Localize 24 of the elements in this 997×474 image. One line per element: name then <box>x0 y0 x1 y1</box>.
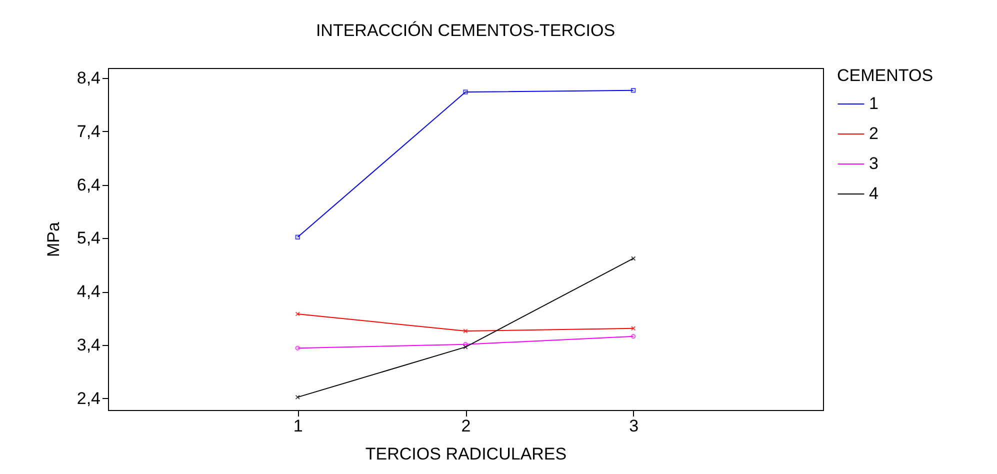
point <box>463 328 468 334</box>
x-tick-label: 2 <box>461 416 471 436</box>
point <box>463 342 468 347</box>
legend-title: CEMENTOS <box>837 66 934 85</box>
legend-label: 3 <box>869 154 878 173</box>
point <box>463 344 468 350</box>
point <box>463 90 468 94</box>
y-tick-label: 7,4 <box>76 122 100 141</box>
y-tick-label: 3,4 <box>76 335 100 354</box>
y-tick-label: 6,4 <box>76 175 100 194</box>
y-tick-label: 8,4 <box>76 68 100 88</box>
x-tick-label: 1 <box>293 416 303 436</box>
x-tick-label: 3 <box>629 416 639 436</box>
y-axis-title: MPa <box>44 221 63 257</box>
chart-title: INTERACCIÓN CEMENTOS-TERCIOS <box>316 21 616 40</box>
point <box>295 234 300 240</box>
legend-label: 1 <box>869 94 878 113</box>
x-axis-title: TERCIOS RADICULARES <box>365 444 567 464</box>
y-tick-label: 2,4 <box>76 388 100 408</box>
point <box>630 88 636 93</box>
legend-label: 4 <box>869 184 878 203</box>
y-tick-label: 4,4 <box>76 282 100 302</box>
y-tick-label: 5,4 <box>76 228 100 248</box>
legend-label: 2 <box>869 124 878 143</box>
